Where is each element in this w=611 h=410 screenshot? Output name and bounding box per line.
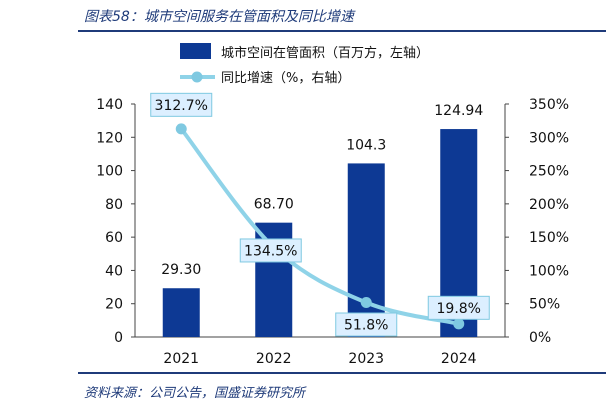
bar-value-label: 124.94 — [434, 103, 483, 119]
growth-line — [179, 127, 460, 326]
legend-label-bar: 城市空间在管面积（百万方，左轴） — [221, 45, 429, 61]
bar-2023 — [347, 163, 385, 337]
growth-value-label: 134.5% — [244, 243, 297, 259]
legend-swatch-bar — [180, 43, 211, 59]
x-tick-label: 2023 — [348, 351, 384, 367]
bar-value-label: 29.30 — [161, 262, 201, 278]
top-divider — [78, 30, 606, 32]
y-left-tick-label: 100 — [96, 164, 123, 180]
bar-value-label: 104.3 — [346, 137, 386, 153]
growth-value-label: 51.8% — [344, 318, 388, 334]
y-right-tick-label: 200% — [529, 197, 569, 213]
chart-title: 图表58：城市空间服务在管面积及同比增速 — [84, 9, 354, 25]
y-left-tick-label: 60 — [105, 230, 123, 246]
y-left-tick-label: 140 — [96, 97, 123, 113]
source-note: 资料来源：公司公告，国盛证券研究所 — [84, 386, 306, 401]
legend-swatch-marker — [191, 71, 203, 83]
bar-2021 — [162, 288, 200, 337]
y-left-tick-label: 80 — [105, 197, 123, 213]
y-right-tick-label: 0% — [529, 330, 551, 346]
y-right-tick-label: 250% — [529, 164, 569, 180]
y-right-tick-label: 350% — [529, 97, 569, 113]
bottom-divider — [78, 372, 606, 374]
legend-label-line: 同比增速（%，右轴） — [221, 71, 350, 86]
growth-value-label: 19.8% — [437, 301, 481, 317]
y-left-tick-label: 20 — [105, 297, 123, 313]
x-tick-label: 2021 — [163, 351, 199, 367]
y-left-tick-label: 0 — [114, 330, 123, 346]
y-right-tick-label: 150% — [529, 230, 569, 246]
y-left-tick-label: 120 — [96, 130, 123, 146]
growth-point-2024 — [453, 318, 465, 330]
y-right-tick-label: 50% — [529, 297, 560, 313]
growth-value-label: 312.7% — [155, 98, 208, 114]
growth-point-2023 — [360, 297, 372, 309]
growth-label-box — [427, 295, 490, 320]
growth-label-box — [239, 238, 302, 263]
y-right-tick-label: 100% — [529, 263, 569, 279]
x-tick-label: 2022 — [256, 351, 292, 367]
growth-label-box — [335, 312, 398, 337]
growth-label-box — [150, 92, 213, 117]
y-left-tick-label: 40 — [105, 263, 123, 279]
x-tick-label: 2024 — [441, 351, 477, 367]
y-right-tick-label: 300% — [529, 130, 569, 146]
growth-point-2021 — [175, 123, 187, 135]
bar-value-label: 68.70 — [254, 197, 294, 213]
